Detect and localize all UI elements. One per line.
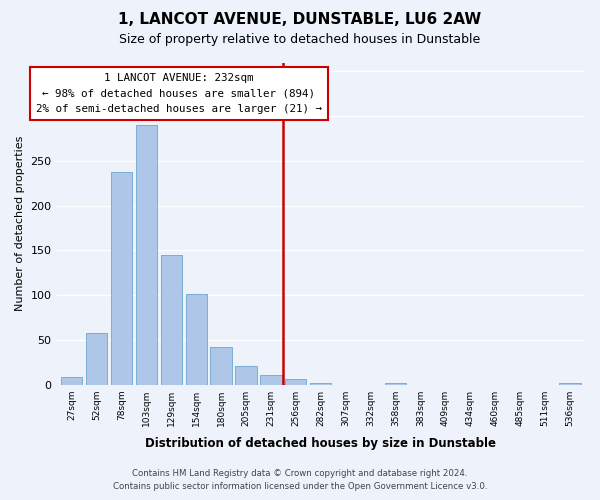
Bar <box>136 125 157 384</box>
Text: 1, LANCOT AVENUE, DUNSTABLE, LU6 2AW: 1, LANCOT AVENUE, DUNSTABLE, LU6 2AW <box>118 12 482 28</box>
Bar <box>61 378 82 384</box>
Text: Contains HM Land Registry data © Crown copyright and database right 2024.
Contai: Contains HM Land Registry data © Crown c… <box>113 470 487 491</box>
X-axis label: Distribution of detached houses by size in Dunstable: Distribution of detached houses by size … <box>145 437 496 450</box>
Bar <box>161 255 182 384</box>
Bar <box>211 347 232 385</box>
Bar <box>111 172 132 384</box>
Bar <box>285 380 307 384</box>
Bar <box>260 375 281 384</box>
Text: Size of property relative to detached houses in Dunstable: Size of property relative to detached ho… <box>119 32 481 46</box>
Bar <box>235 366 257 384</box>
Y-axis label: Number of detached properties: Number of detached properties <box>15 136 25 312</box>
Bar <box>310 383 331 384</box>
Bar <box>185 294 207 384</box>
Bar <box>385 383 406 384</box>
Bar <box>86 333 107 384</box>
Bar <box>559 383 581 384</box>
Text: 1 LANCOT AVENUE: 232sqm
← 98% of detached houses are smaller (894)
2% of semi-de: 1 LANCOT AVENUE: 232sqm ← 98% of detache… <box>35 73 322 114</box>
